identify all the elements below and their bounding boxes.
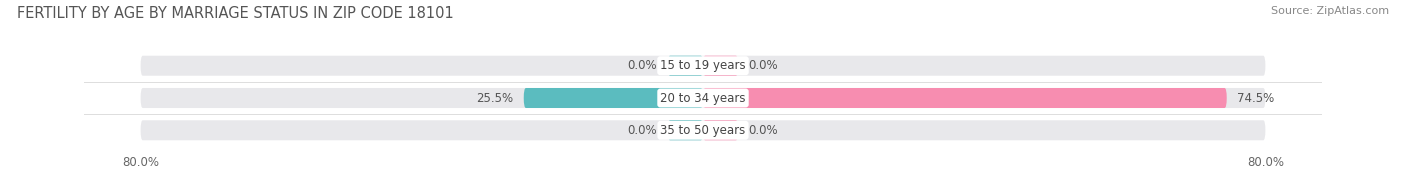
Text: 15 to 19 years: 15 to 19 years: [661, 59, 745, 72]
Text: 74.5%: 74.5%: [1237, 92, 1274, 104]
FancyBboxPatch shape: [524, 88, 703, 108]
Text: FERTILITY BY AGE BY MARRIAGE STATUS IN ZIP CODE 18101: FERTILITY BY AGE BY MARRIAGE STATUS IN Z…: [17, 6, 454, 21]
FancyBboxPatch shape: [141, 88, 1265, 108]
FancyBboxPatch shape: [703, 120, 738, 140]
Text: 35 to 50 years: 35 to 50 years: [661, 124, 745, 137]
FancyBboxPatch shape: [703, 88, 1227, 108]
Text: Source: ZipAtlas.com: Source: ZipAtlas.com: [1271, 6, 1389, 16]
FancyBboxPatch shape: [668, 120, 703, 140]
FancyBboxPatch shape: [141, 120, 1265, 140]
Text: 0.0%: 0.0%: [749, 59, 779, 72]
Text: 20 to 34 years: 20 to 34 years: [661, 92, 745, 104]
Text: 25.5%: 25.5%: [477, 92, 513, 104]
FancyBboxPatch shape: [668, 56, 703, 76]
FancyBboxPatch shape: [703, 56, 738, 76]
Text: 0.0%: 0.0%: [627, 124, 657, 137]
Text: 0.0%: 0.0%: [627, 59, 657, 72]
Text: 0.0%: 0.0%: [749, 124, 779, 137]
FancyBboxPatch shape: [141, 56, 1265, 76]
